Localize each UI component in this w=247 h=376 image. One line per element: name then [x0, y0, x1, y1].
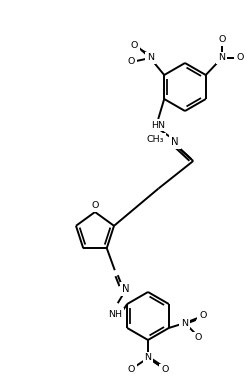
Text: O: O [161, 365, 169, 374]
Text: NH: NH [108, 310, 122, 319]
Text: O: O [127, 365, 135, 374]
Text: N: N [122, 284, 130, 294]
Text: N: N [218, 53, 225, 62]
Text: O: O [218, 35, 226, 44]
Text: O: O [127, 56, 135, 65]
Text: N: N [171, 137, 179, 147]
Text: N: N [144, 353, 151, 362]
Text: O: O [236, 53, 244, 62]
Text: O: O [194, 334, 202, 343]
Text: O: O [130, 41, 138, 50]
Text: N: N [147, 53, 154, 62]
Text: HN: HN [151, 120, 165, 129]
Text: O: O [199, 311, 206, 320]
Text: CH₃: CH₃ [147, 135, 164, 144]
Text: O: O [91, 202, 99, 211]
Text: N: N [181, 318, 188, 327]
